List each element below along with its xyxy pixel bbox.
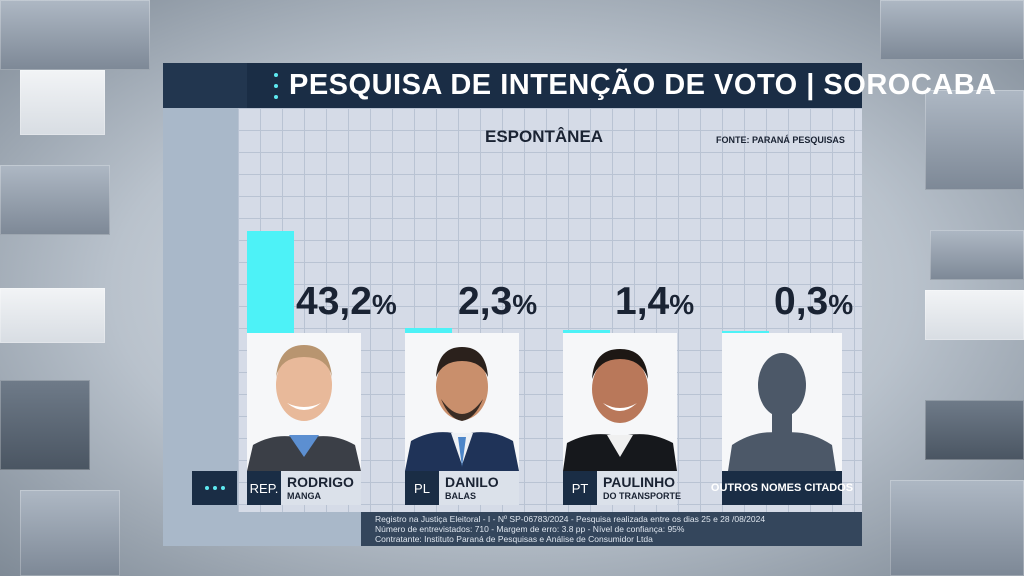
title-bar-left-block [163,63,247,108]
nameplate-danilo-balas: PL DANILO BALAS [405,471,519,505]
party-badge: PT [563,471,597,505]
footer-line-1: Registro na Justiça Eleitoral - I - Nº S… [375,514,766,524]
poll-board: PESQUISA DE INTENÇÃO DE VOTO | SOROCABA … [163,63,996,546]
candidate-name: DANILO [445,474,499,490]
candidate-surname: DO TRANSPORTE [603,491,682,501]
silhouette-photo [722,333,842,471]
candidate-surname: MANGA [287,491,321,501]
title-dots-icon [274,73,280,99]
value-label-4: 0,3% [774,280,854,323]
candidate-photo-rodrigo-manga [247,333,361,471]
more-dots-icon [192,471,237,505]
chart-title: PESQUISA DE INTENÇÃO DE VOTO | SOROCABA [289,69,997,101]
bar-2 [405,328,452,333]
value-label-3: 1,4% [615,280,695,323]
footer-info-box: Registro na Justiça Eleitoral - I - Nº S… [361,512,862,546]
party-badge: REP. [247,471,281,505]
person-silhouette-icon [722,333,842,471]
footer-text: Registro na Justiça Eleitoral - I - Nº S… [375,514,765,544]
footer-line-3: Contratante: Instituto Paraná de Pesquis… [375,534,653,544]
value-label-1: 43,2% [296,280,397,323]
nameplate-rodrigo-manga: REP. RODRIGO MANGA [247,471,361,505]
nameplate-paulinho-do-transporte: PT PAULINHO DO TRANSPORTE [563,471,681,505]
party-badge: PL [405,471,439,505]
candidate-surname: BALAS [445,491,476,501]
bar-3 [563,330,610,333]
candidate-photo-paulinho-do-transporte [563,333,677,471]
footer-bar: Registro na Justiça Eleitoral - I - Nº S… [163,512,862,546]
title-bar: PESQUISA DE INTENÇÃO DE VOTO | SOROCABA [163,63,996,108]
bar-1 [247,231,294,333]
chart-subtitle: ESPONTÂNEA [485,127,604,146]
candidate-photo-danilo-balas [405,333,519,471]
value-label-2: 2,3% [458,280,538,323]
source-label: FONTE: PARANÁ PESQUISAS [716,135,845,145]
candidate-name: RODRIGO [287,474,354,490]
candidate-name: PAULINHO [603,474,676,490]
others-label: OUTROS NOMES CITADOS [711,471,853,505]
bar-4 [722,331,769,333]
footer-line-2: Número de entrevistados: 710 - Margem de… [375,524,685,534]
